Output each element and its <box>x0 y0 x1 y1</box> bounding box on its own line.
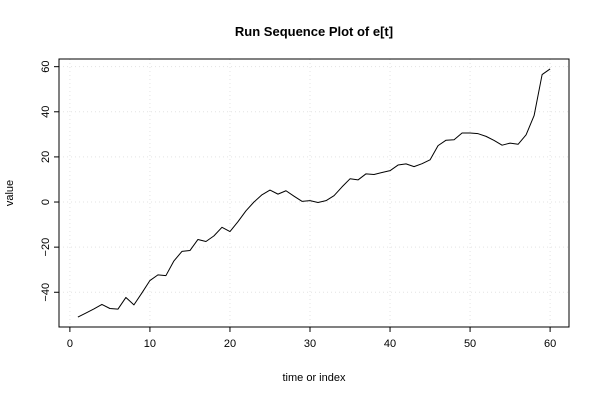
y-axis-label: value <box>4 180 16 206</box>
x-tick-label: 30 <box>304 338 316 350</box>
grid-layer <box>59 59 569 327</box>
x-tick-label: 10 <box>144 338 156 350</box>
x-tick-label: 40 <box>384 338 396 350</box>
y-tick-label: −20 <box>40 238 52 257</box>
plot-frame <box>58 58 570 328</box>
x-tick-label: 20 <box>224 338 236 350</box>
y-tick-label: −40 <box>40 283 52 302</box>
axis-layer: 0 10 20 30 40 50 60 −40 −20 0 20 40 60 <box>40 61 556 350</box>
x-axis-label: time or index <box>283 372 346 384</box>
x-tick-label: 0 <box>67 338 73 350</box>
x-tick-label: 50 <box>464 338 476 350</box>
series-layer <box>77 68 551 318</box>
series-line <box>77 68 551 318</box>
x-tick-label: 60 <box>544 338 556 350</box>
chart-title: Run Sequence Plot of e[t] <box>235 24 393 39</box>
y-tick-label: 0 <box>40 199 52 205</box>
y-tick-label: 60 <box>40 61 52 73</box>
y-tick-label: 20 <box>40 151 52 163</box>
y-tick-label: 40 <box>40 106 52 118</box>
